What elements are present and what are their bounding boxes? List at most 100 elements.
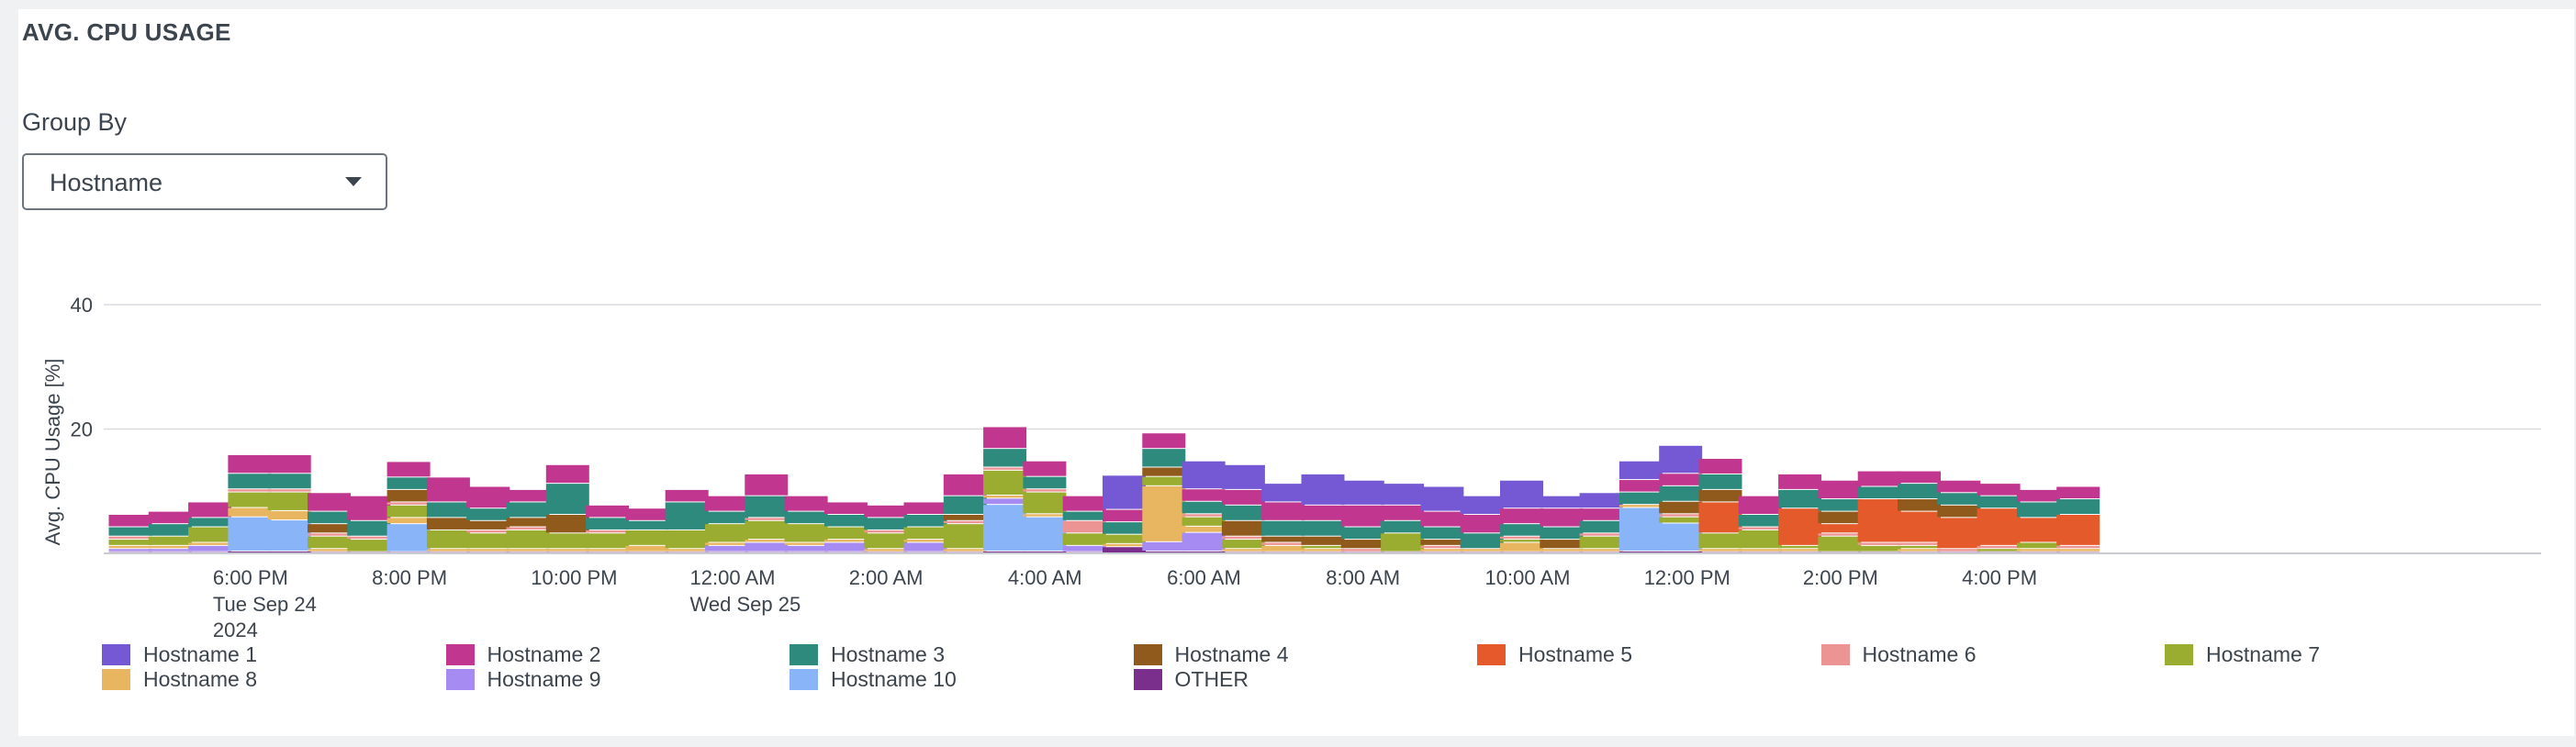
bar-segment (1221, 540, 1265, 549)
legend-item[interactable]: Hostname 4 (1133, 642, 1289, 666)
bar-segment (903, 540, 947, 542)
bar-segment (1857, 486, 1901, 499)
bar-segment (267, 520, 311, 551)
legend-item[interactable]: Hostname 9 (445, 667, 601, 691)
bar-segment (228, 492, 272, 507)
bar-segment (1261, 484, 1305, 502)
bar-segment (466, 530, 510, 533)
bar-segment (1659, 485, 1703, 501)
legend-swatch (2165, 643, 2193, 665)
bar-segment (705, 496, 748, 511)
bar-segment (1778, 549, 1822, 552)
bar-segment (545, 464, 589, 484)
bar-segment (1500, 542, 1543, 552)
bar-segment (1261, 520, 1305, 536)
bar-segment (1340, 549, 1384, 552)
bar-segment (1500, 508, 1543, 524)
bar-segment (903, 527, 947, 540)
bar-segment (188, 545, 232, 552)
bar-segment (1460, 496, 1504, 514)
bar-segment (188, 542, 232, 545)
bar-segment (1142, 541, 1186, 551)
bar-segment (148, 545, 192, 549)
bar-segment (1381, 533, 1425, 552)
bar-segment (426, 477, 470, 502)
bar-segment (1698, 533, 1742, 549)
y-axis-title: Avg. CPU Usage [%] (41, 359, 64, 546)
legend-swatch (1820, 643, 1850, 665)
bar-segment (2016, 549, 2060, 552)
bar-segment (347, 540, 391, 552)
bar-segment (1460, 549, 1504, 552)
bar-segment (1182, 514, 1226, 517)
bar-segment (903, 514, 947, 527)
bar-segment (1698, 549, 1742, 552)
bar-segment (1500, 524, 1543, 536)
legend-item[interactable]: OTHER (1133, 667, 1249, 691)
legend-item[interactable]: Hostname 10 (790, 667, 957, 691)
bar-segment (1182, 517, 1226, 526)
legend-swatch (790, 643, 818, 665)
bar-segment (2056, 499, 2100, 514)
bar-segment (1698, 502, 1742, 533)
legend-item[interactable]: Hostname 8 (102, 667, 257, 691)
bar-segment (308, 549, 351, 552)
bar-segment (705, 524, 748, 542)
bar-segment (1857, 471, 1901, 486)
caret-down-icon (345, 177, 362, 186)
bar-segment (625, 520, 669, 530)
bar-segment (2016, 518, 2060, 542)
legend-item[interactable]: Hostname 7 (2165, 642, 2320, 666)
bar-segment (864, 533, 908, 549)
bar-segment (1062, 496, 1106, 511)
bar-segment (745, 518, 789, 520)
bar-segment (1062, 533, 1106, 545)
legend-item[interactable]: Hostname 3 (790, 642, 945, 666)
legend-item[interactable]: Hostname 1 (102, 642, 257, 666)
y-tick-label: 20 (71, 418, 93, 441)
bar-segment (545, 514, 589, 533)
legend-item[interactable]: Hostname 6 (1820, 641, 1977, 666)
bar-segment (1062, 511, 1106, 520)
bar-segment (1023, 461, 1067, 476)
bar-segment (625, 545, 669, 552)
bar-segment (108, 536, 152, 540)
bar-segment (1023, 492, 1067, 514)
bar-segment (1182, 526, 1226, 532)
bar-segment (665, 502, 709, 530)
y-tick-label: 40 (71, 294, 93, 317)
legend-item[interactable]: Hostname 2 (445, 642, 601, 666)
legend-label: Hostname 6 (1862, 641, 1977, 666)
bar-segment (2016, 542, 2060, 549)
group-by-label: Group By (22, 108, 128, 136)
bar-segment (1261, 545, 1305, 552)
bar-segment (1778, 545, 1822, 549)
bar-segment (745, 540, 789, 542)
bar-segment (1221, 536, 1265, 540)
legend-item[interactable]: Hostname 5 (1477, 642, 1632, 666)
bar-segment (1261, 542, 1305, 545)
x-tick-label: 6:00 PM (213, 566, 288, 589)
bar-segment (1778, 508, 1822, 545)
bar-segment (1301, 549, 1345, 552)
bar-segment (1898, 511, 1941, 542)
bar-segment (386, 477, 431, 489)
bar-segment (1818, 480, 1862, 499)
bar-segment (1738, 527, 1782, 530)
bar-segment (148, 536, 192, 545)
bar-segment (1857, 499, 1901, 542)
bar-segment (466, 549, 510, 552)
bar-segment (1103, 475, 1146, 509)
bar-segment (1898, 484, 1941, 499)
bar-segment (784, 511, 828, 524)
legend-swatch (790, 668, 818, 690)
bar-segment (943, 474, 987, 496)
bar-segment (1221, 464, 1265, 489)
bar-segment (983, 498, 1027, 505)
bar-segment (228, 489, 272, 492)
group-by-dropdown[interactable]: Hostname (22, 153, 387, 210)
bar-segment (784, 542, 828, 545)
bar-segment (983, 495, 1027, 498)
bar-segment (386, 505, 431, 518)
bar-segment (665, 489, 709, 502)
